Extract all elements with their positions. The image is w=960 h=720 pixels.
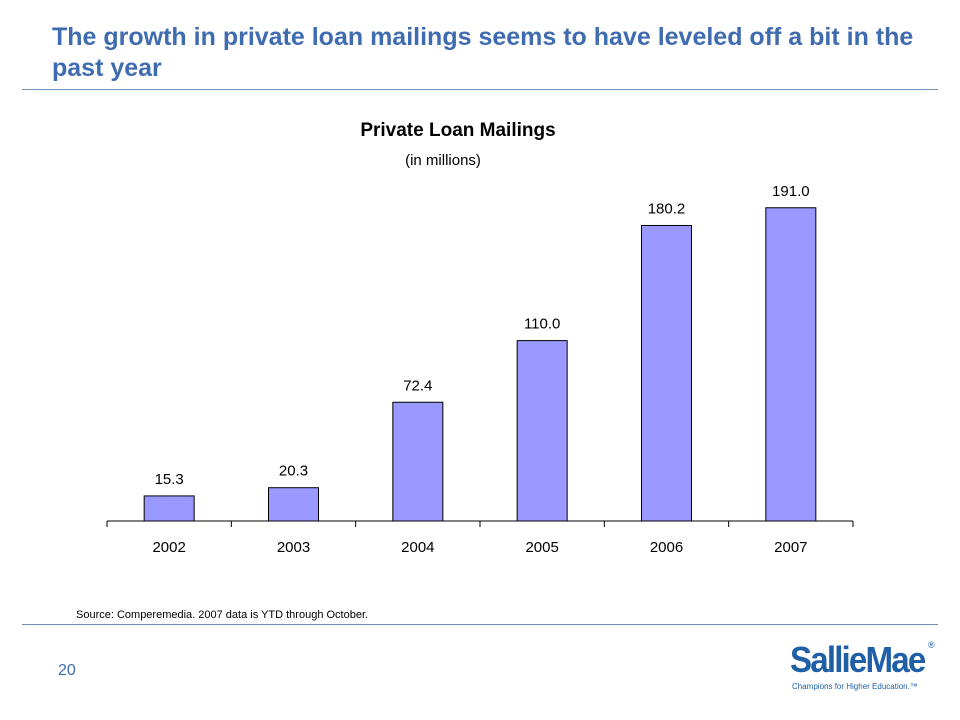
data-label-2006: 180.2: [648, 200, 686, 217]
tick-label-2006: 2006: [650, 539, 683, 556]
source-note: Source: Comperemedia. 2007 data is YTD t…: [76, 609, 369, 621]
logo-wordmark: SallieMae: [790, 639, 926, 680]
bar-chart: Private Loan Mailings (in millions) 15.3…: [106, 120, 854, 556]
data-label-2002: 15.3: [155, 471, 184, 488]
chart-subtitle: (in millions): [405, 152, 481, 169]
bar-series: 15.3 20.3 72.4 110.0 180.2 191.0: [143, 183, 817, 522]
tick-label-2003: 2003: [277, 539, 310, 556]
bar-2003: [268, 487, 319, 522]
logo-registered-mark: ®: [928, 640, 935, 650]
title-divider: [22, 89, 938, 90]
data-label-2004: 72.4: [403, 377, 432, 394]
logo-tagline: Champions for Higher Education.™: [792, 682, 918, 691]
slide-title: The growth in private loan mailings seem…: [52, 23, 914, 82]
data-label-2003: 20.3: [279, 463, 308, 480]
data-label-2007: 191.0: [772, 183, 810, 200]
tick-label-2007: 2007: [774, 539, 807, 556]
bar-2005: [516, 340, 568, 522]
page-number: 20: [58, 662, 76, 679]
bar-2004: [392, 401, 444, 522]
data-label-2005: 110.0: [524, 316, 560, 333]
tick-label-2002: 2002: [152, 539, 185, 556]
footer-divider: [22, 624, 938, 625]
tick-label-2004: 2004: [401, 539, 434, 556]
bar-2007: [765, 207, 817, 522]
sallie-mae-logo: SallieMae ® Champions for Higher Educati…: [790, 640, 940, 698]
bar-2002: [143, 495, 195, 522]
x-axis: 2002 2003 2004 2005 2006 2007: [106, 520, 854, 556]
chart-title: Private Loan Mailings: [360, 120, 555, 141]
tick-label-2005: 2005: [525, 539, 558, 556]
bar-2006: [641, 224, 692, 522]
